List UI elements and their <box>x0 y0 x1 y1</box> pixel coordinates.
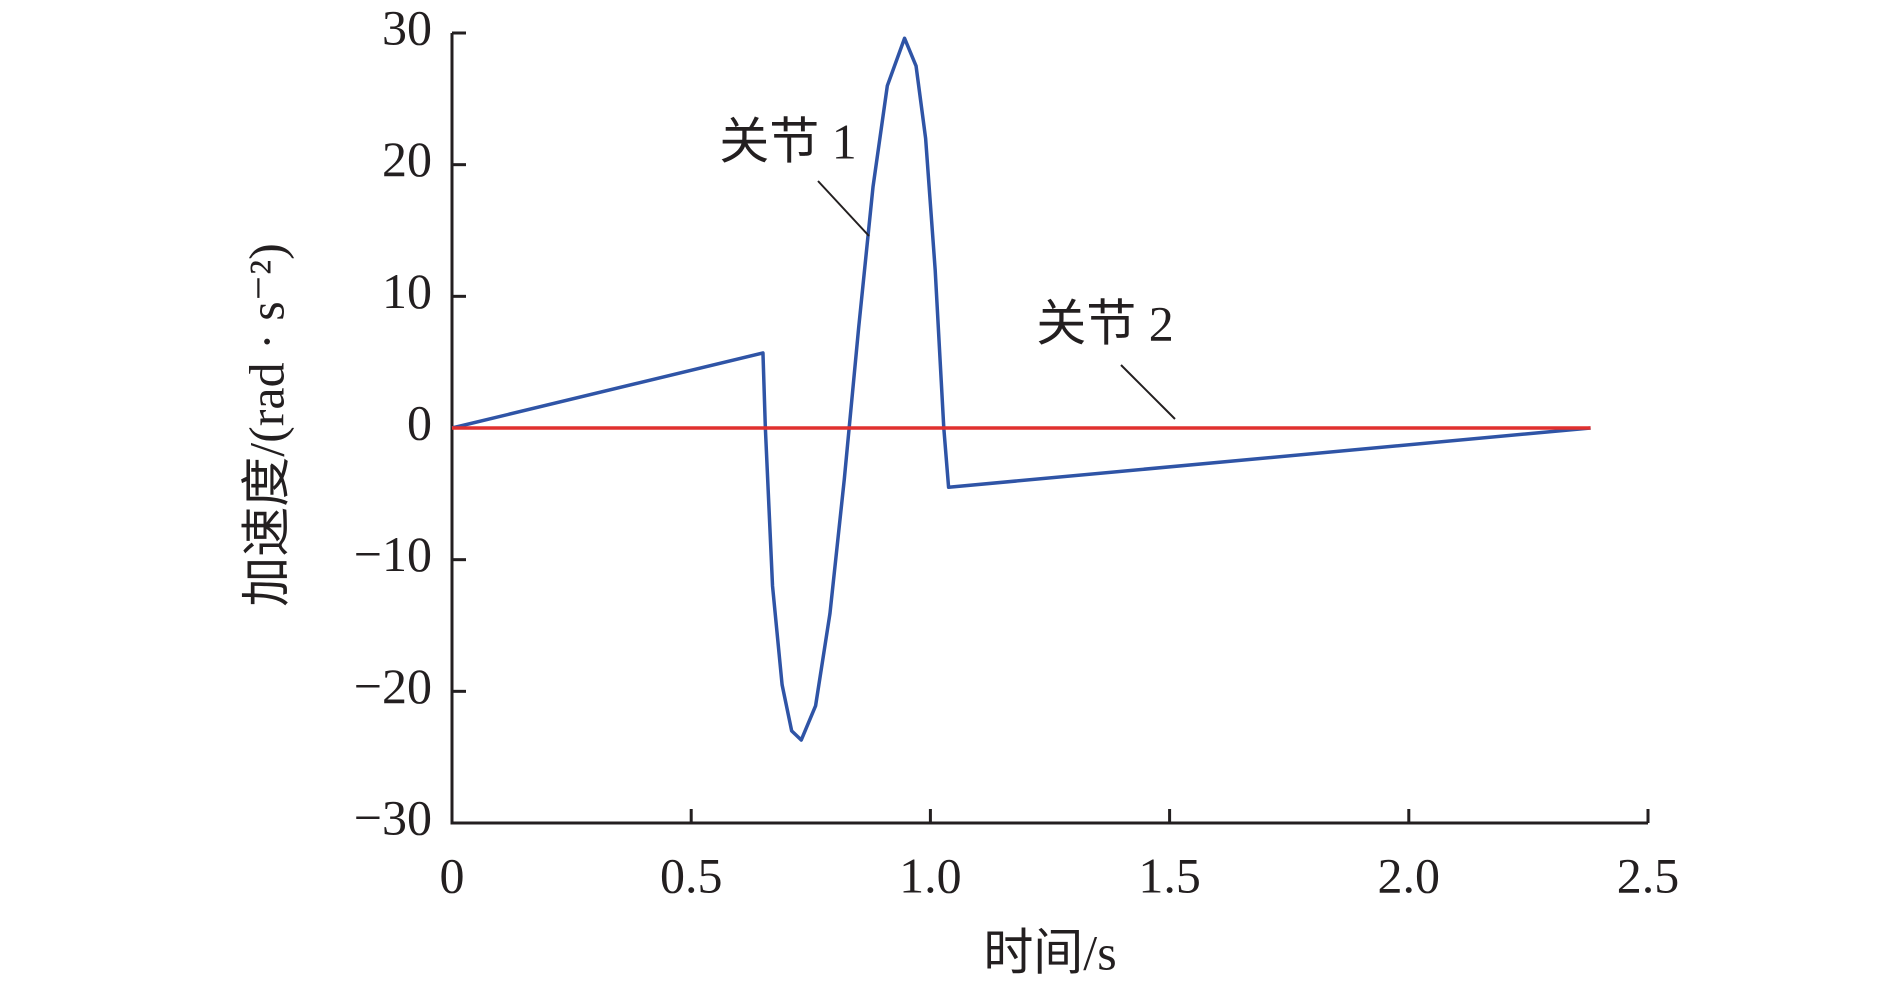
x-tick-label: 0 <box>440 847 465 903</box>
x-tick-label: 2.5 <box>1617 847 1680 903</box>
x-tick-label: 0.5 <box>660 847 723 903</box>
x-tick-label: 1.5 <box>1138 847 1201 903</box>
annotation-leader <box>1120 364 1176 420</box>
series-line <box>451 36 1591 742</box>
x-tick-label: 1.0 <box>899 847 962 903</box>
y-tick-label: 0 <box>407 394 432 450</box>
y-tick-label: −20 <box>354 658 432 714</box>
series-label: 关节 2 <box>1036 295 1174 351</box>
annotation-leader <box>817 180 870 237</box>
x-tick-label: 2.0 <box>1378 847 1441 903</box>
y-tick-label: −10 <box>354 526 432 582</box>
series-label: 关节 1 <box>719 113 857 169</box>
y-tick-label: 10 <box>382 263 432 319</box>
x-axis-label: 时间/s <box>983 924 1116 980</box>
y-tick-label: 20 <box>382 131 432 187</box>
y-tick-label: 30 <box>382 0 432 55</box>
y-tick-label: −30 <box>354 789 432 845</box>
y-axis-label: 加速度/(rad · s⁻²) <box>238 243 294 607</box>
